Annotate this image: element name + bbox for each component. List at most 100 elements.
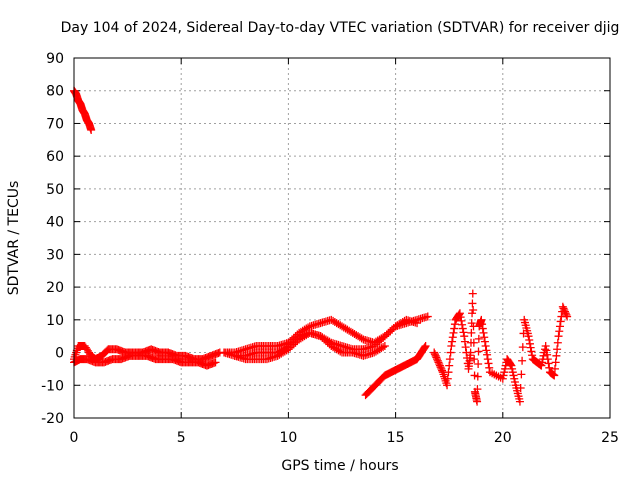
data-point — [527, 347, 536, 356]
data-point — [459, 328, 468, 337]
data-point — [473, 372, 482, 381]
y-tick-label: 70 — [46, 116, 64, 132]
series-band-a — [70, 342, 224, 364]
data-point — [528, 351, 537, 360]
grid-lines — [73, 57, 611, 419]
data-point — [480, 337, 489, 346]
data-point — [357, 334, 366, 343]
data-point — [554, 332, 563, 341]
data-point — [438, 366, 447, 375]
y-tick-label: 60 — [46, 149, 64, 165]
data-point — [563, 312, 572, 321]
data-point — [477, 315, 486, 324]
data-point — [483, 350, 492, 359]
data-point — [460, 332, 469, 341]
data-point — [506, 360, 515, 369]
series-rise — [361, 342, 430, 400]
x-tick-label: 0 — [70, 430, 79, 446]
data-point — [473, 397, 482, 406]
data-point — [450, 324, 459, 333]
series-scatter-late — [430, 289, 572, 406]
data-point — [461, 343, 470, 352]
data-point — [474, 334, 483, 343]
data-point — [469, 306, 478, 314]
data-point — [543, 350, 552, 359]
x-axis-label: GPS time / hours — [281, 458, 398, 474]
data-point — [562, 310, 571, 319]
data-point — [550, 371, 559, 380]
data-point — [542, 346, 551, 355]
data-point — [445, 361, 454, 370]
data-point — [447, 342, 456, 350]
data-point — [455, 309, 464, 318]
data-point — [478, 320, 487, 329]
data-point — [555, 327, 564, 336]
data-point — [515, 397, 524, 406]
x-tick-label: 15 — [387, 430, 405, 446]
data-point — [469, 338, 478, 347]
data-point — [380, 342, 389, 350]
y-tick-label: 30 — [46, 247, 64, 263]
data-point — [550, 364, 559, 373]
series-mid-c — [230, 328, 389, 364]
data-point — [484, 359, 493, 368]
data-point — [516, 384, 525, 392]
data-point — [446, 348, 455, 357]
data-point — [518, 356, 527, 365]
data-point — [524, 332, 533, 341]
data-points — [70, 86, 572, 406]
y-tick-label: 0 — [55, 346, 64, 362]
data-point — [460, 337, 469, 346]
y-tick-label: 80 — [46, 84, 64, 100]
data-point — [458, 324, 467, 333]
data-point — [544, 359, 553, 368]
data-point — [420, 343, 429, 352]
y-tick-label: 20 — [46, 280, 64, 296]
data-point — [421, 342, 430, 350]
x-tick-label: 5 — [177, 430, 186, 446]
y-tick-label: 90 — [46, 51, 64, 67]
data-point — [543, 355, 552, 364]
y-tick-label: -20 — [41, 411, 64, 427]
data-point — [466, 348, 475, 357]
data-point — [444, 368, 453, 377]
data-point — [556, 317, 565, 326]
data-point — [517, 370, 526, 379]
data-point — [468, 289, 477, 298]
data-point — [483, 355, 492, 364]
data-point — [545, 363, 554, 372]
data-point — [443, 381, 452, 390]
data-point — [379, 343, 388, 352]
data-point — [448, 333, 457, 342]
data-point — [525, 339, 534, 348]
data-point — [541, 342, 550, 350]
data-point — [485, 363, 494, 372]
data-point — [473, 385, 482, 394]
data-point — [551, 358, 560, 367]
data-point — [467, 328, 476, 337]
series-band-b — [70, 351, 220, 370]
y-axis-label: SDTVAR / TECUs — [6, 181, 22, 296]
data-point — [518, 343, 527, 352]
data-point — [552, 351, 561, 360]
x-tick-labels: 0 5 10 15 20 25 — [70, 430, 619, 446]
data-point — [553, 345, 562, 354]
data-point — [336, 347, 345, 356]
data-point — [478, 324, 487, 333]
data-point — [474, 360, 483, 368]
data-point — [458, 320, 467, 329]
data-point — [470, 355, 479, 364]
data-point — [480, 333, 489, 342]
data-point — [468, 299, 477, 308]
plot-frame — [73, 57, 611, 419]
y-tick-labels: -20 -10 0 10 20 30 40 50 60 70 80 90 — [41, 51, 64, 427]
data-point — [474, 347, 483, 356]
data-point — [525, 336, 534, 344]
x-tick-label: 10 — [279, 430, 297, 446]
data-point — [481, 342, 490, 350]
data-point — [450, 320, 459, 329]
data-point — [456, 313, 465, 322]
y-tick-label: 10 — [46, 313, 64, 329]
data-point — [555, 322, 564, 331]
